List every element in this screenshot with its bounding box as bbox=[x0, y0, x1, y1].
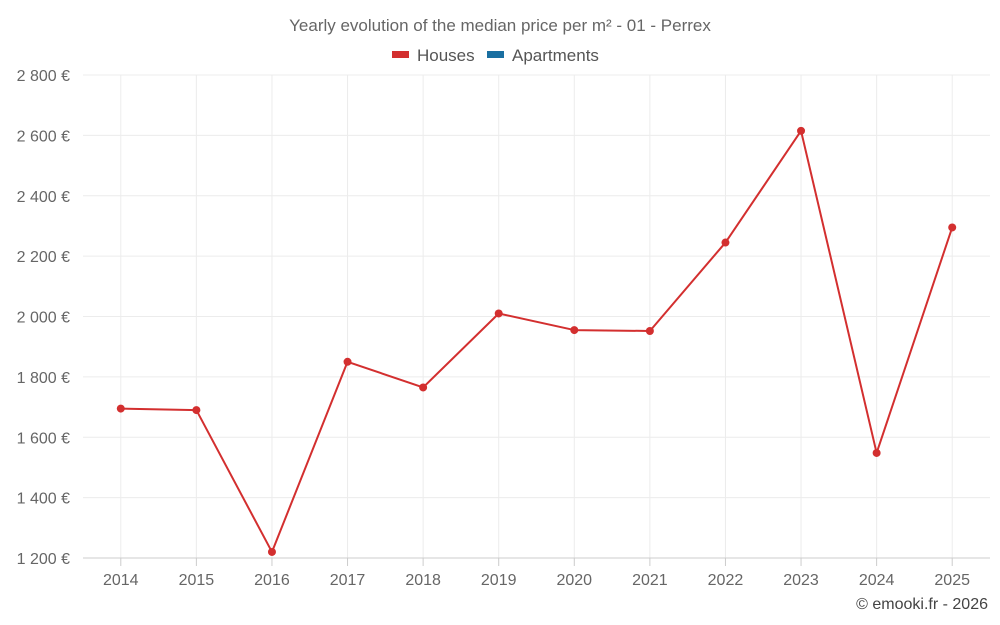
x-tick-label: 2017 bbox=[330, 572, 366, 589]
data-point-2018[interactable] bbox=[419, 383, 428, 392]
legend-item-apartments[interactable]: Apartments bbox=[487, 46, 599, 65]
x-tick-label: 2015 bbox=[179, 572, 215, 589]
data-point-2019[interactable] bbox=[494, 309, 503, 318]
credit-text: © emooki.fr - 2026 bbox=[856, 596, 988, 613]
x-tick-label: 2025 bbox=[934, 572, 970, 589]
data-point-2017[interactable] bbox=[343, 357, 352, 366]
y-tick-label: 2 800 € bbox=[17, 68, 70, 85]
data-point-2023[interactable] bbox=[797, 126, 806, 135]
x-axis: 2014 2015 2016 2017 2018 2019 2020 2021 2022 2023… bbox=[83, 557, 990, 589]
legend-swatch bbox=[487, 51, 504, 58]
y-tick-label: 1 200 € bbox=[17, 551, 70, 568]
legend-label: Houses bbox=[417, 46, 475, 65]
x-tick-label: 2024 bbox=[859, 572, 895, 589]
y-tick-label: 1 600 € bbox=[17, 430, 70, 447]
series-layer bbox=[116, 126, 957, 556]
y-tick-label: 2 200 € bbox=[17, 249, 70, 266]
x-tick-label: 2022 bbox=[708, 572, 744, 589]
x-tick-label: 2016 bbox=[254, 572, 290, 589]
data-point-2021[interactable] bbox=[645, 326, 654, 335]
series-line-houses bbox=[120, 129, 954, 553]
y-tick-label: 2 000 € bbox=[17, 310, 70, 327]
x-tick-label: 2021 bbox=[632, 572, 668, 589]
x-tick-label: 2018 bbox=[405, 572, 441, 589]
x-tick-label: 2014 bbox=[103, 572, 139, 589]
grid bbox=[83, 74, 990, 559]
data-point-2020[interactable] bbox=[570, 326, 579, 335]
x-tick-label: 2019 bbox=[481, 572, 517, 589]
data-point-2024[interactable] bbox=[872, 448, 881, 457]
data-point-2025[interactable] bbox=[948, 223, 957, 232]
y-tick-label: 1 400 € bbox=[17, 491, 70, 508]
x-tick-label: 2020 bbox=[556, 572, 592, 589]
y-tick-label: 2 400 € bbox=[17, 189, 70, 206]
data-point-2015[interactable] bbox=[192, 406, 201, 415]
legend-label: Apartments bbox=[512, 46, 599, 65]
data-point-2022[interactable] bbox=[721, 238, 730, 247]
data-point-2014[interactable] bbox=[116, 404, 125, 413]
x-tick-label: 2023 bbox=[783, 572, 819, 589]
legend: Houses Apartments bbox=[392, 46, 599, 65]
y-tick-label: 2 600 € bbox=[17, 128, 70, 145]
y-axis: 1 200 € 1 400 € 1 600 € 1 800 € 2 000 € 2 200… bbox=[17, 68, 70, 568]
data-point-2016[interactable] bbox=[267, 547, 276, 556]
legend-item-houses[interactable]: Houses bbox=[392, 46, 475, 65]
legend-swatch bbox=[392, 51, 409, 58]
chart-title: Yearly evolution of the median price per… bbox=[289, 16, 711, 35]
y-tick-label: 1 800 € bbox=[17, 370, 70, 387]
